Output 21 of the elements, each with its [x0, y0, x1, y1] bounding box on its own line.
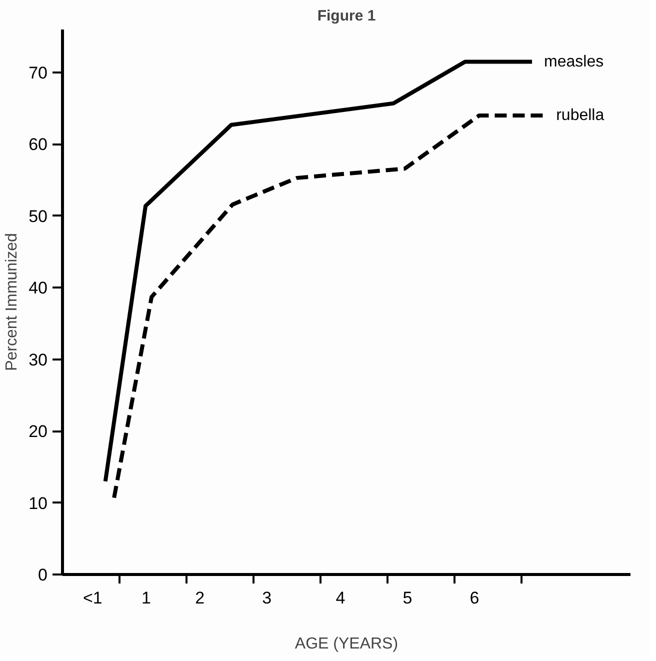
y-tick-label: 40: [28, 278, 48, 298]
y-tick-label: 20: [28, 422, 48, 442]
x-tick-label: <1: [82, 588, 102, 608]
x-tick-label: 6: [470, 588, 480, 608]
y-tick-label: 10: [28, 494, 48, 513]
chart-title: Figure 1: [317, 8, 376, 24]
x-tick-label: 1: [142, 588, 151, 608]
series-label: measles: [544, 53, 604, 70]
x-tick-label: 3: [262, 588, 272, 608]
y-tick-label: 60: [28, 135, 48, 154]
y-tick-label: 70: [28, 64, 48, 83]
line-series: [103, 60, 534, 484]
series-label: rubella: [556, 107, 604, 124]
x-tick-label: 2: [195, 588, 205, 608]
y-tick-label: 50: [28, 206, 48, 226]
x-tick-label: 4: [336, 588, 346, 608]
y-tick-label: 0: [38, 566, 48, 584]
x-tick-label: 5: [402, 588, 412, 608]
x-axis-title: AGE (YEARS): [294, 636, 398, 652]
y-axis-title: Percent Immunized: [4, 233, 21, 371]
y-tick-label: 30: [28, 350, 48, 370]
